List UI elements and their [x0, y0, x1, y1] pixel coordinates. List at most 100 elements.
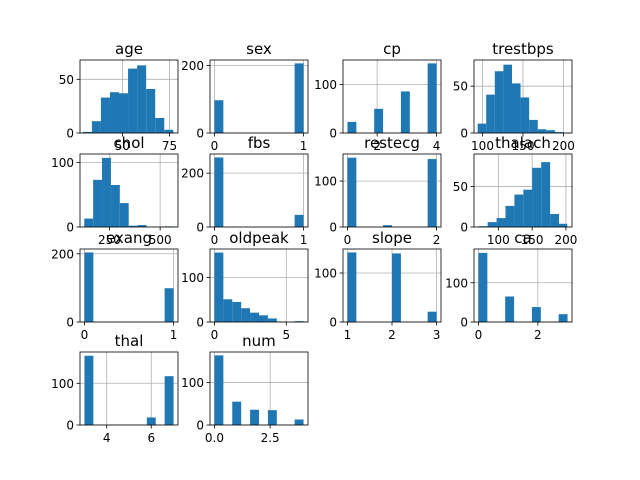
- thalach-bar: [559, 223, 568, 227]
- exang-y-tick-label: 200: [51, 247, 74, 261]
- num-x-tick-label: 2.5: [261, 431, 280, 445]
- thal-title: thal: [115, 332, 144, 350]
- trestbps-bar: [486, 94, 495, 133]
- exang-title: exang: [106, 229, 152, 247]
- age-bar: [164, 129, 174, 133]
- ca-y-tick-label: 100: [445, 276, 468, 290]
- thal-y-tick-label: 100: [51, 377, 74, 391]
- thalach-bar: [478, 226, 488, 227]
- sex-bar: [214, 100, 224, 133]
- cp-bar: [427, 63, 437, 133]
- fbs-y-tick-label: 0: [196, 221, 204, 235]
- num-bar: [250, 409, 259, 425]
- age-title: age: [115, 40, 143, 58]
- thalach-x-tick-label: 200: [554, 233, 577, 247]
- slope-bar: [392, 253, 401, 322]
- thalach-bar: [541, 162, 551, 227]
- thalach-bar: [532, 167, 542, 227]
- age-bar: [109, 92, 120, 133]
- chol-axes-frame: [79, 153, 179, 228]
- oldpeak-bar: [232, 301, 242, 322]
- slope-y-tick-label: 0: [329, 316, 337, 330]
- trestbps-bar: [477, 123, 487, 133]
- subplot-trestbps: 100 150 200 0 50 trestbps: [453, 40, 575, 153]
- exang-axes-frame: [79, 248, 179, 323]
- oldpeak-bar: [250, 312, 259, 322]
- subplot-cp: 2 4 0 100 cp: [314, 40, 442, 153]
- oldpeak-x-tick-label: 5: [282, 328, 290, 342]
- ca-title: ca: [514, 229, 531, 247]
- restecg-x-tick-label: 0: [344, 233, 352, 247]
- fbs-title: fbs: [248, 134, 271, 152]
- oldpeak-bar: [214, 252, 224, 322]
- thal-bar: [164, 376, 174, 425]
- slope-x-tick-label: 1: [344, 328, 352, 342]
- thal-axes-frame: [79, 351, 179, 426]
- thalach-bar: [487, 222, 497, 227]
- trestbps-bar: [537, 129, 547, 133]
- subplot-exang: 0 1 0 200 exang: [51, 229, 179, 342]
- restecg-title: restecg: [364, 134, 420, 152]
- subplot-slope: 1 2 3 0 100 slope: [314, 229, 442, 342]
- thalach-x-tick-label: 100: [487, 233, 510, 247]
- age-y-tick-label: 0: [66, 127, 74, 141]
- num-bar: [294, 419, 304, 425]
- subplot-ca: 0 2 0 100 ca: [445, 229, 573, 342]
- age-bar: [146, 88, 156, 133]
- ca-bar: [505, 296, 515, 322]
- sex-x-tick-label: 0: [211, 139, 219, 153]
- slope-x-tick-label: 2: [388, 328, 396, 342]
- fbs-x-tick-label: 0: [211, 233, 219, 247]
- age-bar: [155, 117, 165, 133]
- age-x-tick-label: 50: [115, 139, 130, 153]
- trestbps-x-tick-label: 200: [552, 139, 575, 153]
- trestbps-bar: [554, 132, 564, 133]
- ca-axes-frame: [473, 248, 573, 323]
- slope-y-tick-label: 100: [314, 267, 337, 281]
- chol-bar: [84, 218, 94, 227]
- trestbps-bar: [520, 97, 530, 133]
- thalach-title: thalach: [495, 134, 551, 152]
- subplot-sex: 0 1 0 200 sex: [181, 40, 309, 153]
- age-bar: [119, 93, 129, 133]
- exang-x-tick-label: 0: [81, 328, 89, 342]
- subplot-fbs: 0 1 0 200 fbs: [181, 134, 309, 247]
- thalach-bar: [550, 214, 560, 227]
- oldpeak-bar: [267, 318, 277, 322]
- oldpeak-title: oldpeak: [229, 229, 289, 247]
- exang-y-tick-label: 0: [66, 316, 74, 330]
- thalach-bar: [514, 194, 524, 227]
- thalach-bar: [523, 189, 533, 227]
- cp-bar: [374, 108, 384, 133]
- num-x-tick-label: 0.0: [205, 431, 224, 445]
- sex-axes-frame: [209, 59, 309, 134]
- trestbps-bar: [529, 119, 538, 133]
- num-y-tick-label: 0: [196, 419, 204, 433]
- slope-bar: [427, 311, 437, 322]
- ca-x-tick-label: 0: [475, 328, 483, 342]
- ca-bar: [478, 252, 488, 322]
- fbs-bar: [294, 214, 304, 227]
- age-bar: [82, 131, 92, 133]
- exang-bar: [84, 252, 94, 322]
- trestbps-x-tick-label: 150: [512, 139, 535, 153]
- thalach-axes-frame: [473, 153, 573, 228]
- cp-bar: [347, 121, 357, 133]
- num-bar: [267, 410, 277, 425]
- restecg-bar: [383, 225, 392, 227]
- age-bar: [137, 65, 147, 133]
- subplot-thalach: 100 150 200 0 50 thalach: [453, 134, 578, 247]
- chol-y-tick-label: 100: [51, 156, 74, 170]
- trestbps-title: trestbps: [492, 40, 554, 58]
- thalach-x-tick-label: 150: [521, 233, 544, 247]
- chol-bar: [137, 225, 147, 227]
- restecg-bar: [427, 159, 437, 227]
- thalach-bar: [496, 218, 506, 227]
- subplot-thal: 4 6 0 100 thal: [51, 332, 179, 445]
- ca-x-tick-label: 2: [534, 328, 542, 342]
- subplot-age: 50 75 0 50 age: [59, 40, 179, 153]
- chol-bar: [128, 225, 138, 227]
- oldpeak-bar: [223, 299, 233, 322]
- trestbps-bar: [546, 130, 555, 133]
